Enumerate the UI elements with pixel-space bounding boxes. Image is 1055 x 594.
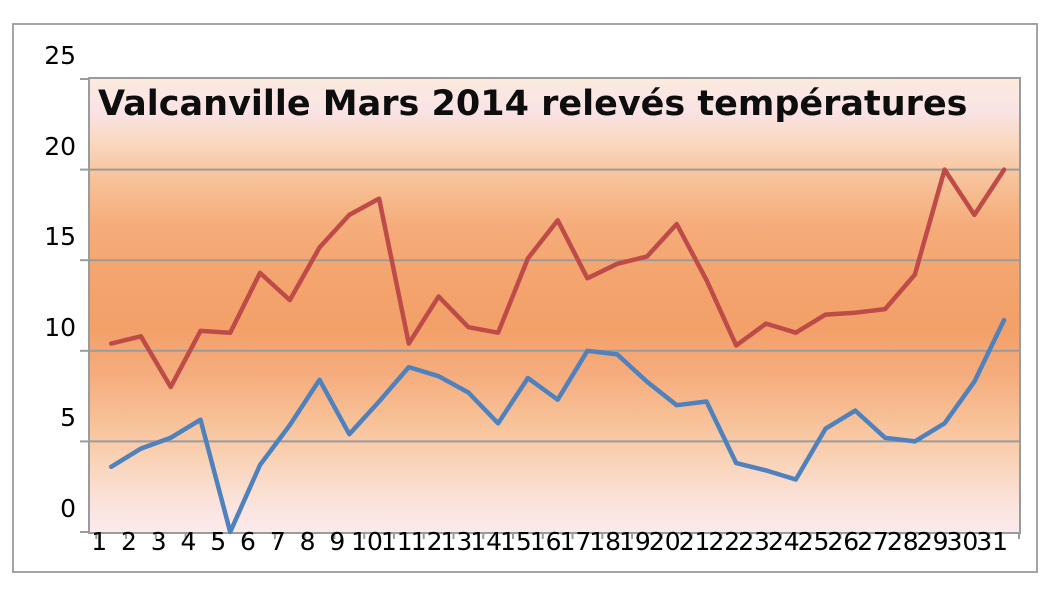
x-axis-label-5: 5 [210, 527, 227, 556]
x-axis-label-28: 28 [886, 527, 919, 556]
plot-svg [80, 78, 1020, 539]
x-axis-label-14: 14 [470, 527, 503, 556]
chart-frame: Valcanville Mars 2014 relevés températur… [12, 23, 1038, 573]
chart-title: Valcanville Mars 2014 relevés températur… [98, 84, 968, 124]
x-axis-label-29: 29 [916, 527, 949, 556]
x-axis-label-17: 17 [559, 527, 592, 556]
x-axis-label-11: 11 [380, 527, 413, 556]
y-axis-label-20: 20 [44, 131, 76, 161]
x-axis-label-21: 21 [678, 527, 711, 556]
x-axis-label-8: 8 [299, 527, 316, 556]
x-axis-label-15: 15 [499, 527, 532, 556]
x-axis-label-19: 19 [619, 527, 651, 556]
x-axis-label-23: 23 [738, 527, 770, 556]
x-axis-label-18: 18 [589, 527, 622, 556]
y-axis-label-0: 0 [60, 494, 76, 523]
x-axis-label-25: 25 [797, 527, 830, 556]
x-axis-label-30: 30 [946, 527, 979, 556]
x-axis-label-4: 4 [180, 527, 197, 556]
y-axis-label-25: 25 [44, 41, 76, 70]
x-axis-label-7: 7 [269, 527, 286, 556]
x-axis-label-6: 6 [240, 527, 256, 556]
x-axis-label-22: 22 [708, 527, 741, 556]
x-axis-label-26: 26 [827, 527, 860, 556]
x-axis-label-9: 9 [329, 527, 346, 556]
x-axis-label-2: 2 [120, 527, 137, 556]
y-axis-label-10: 10 [44, 312, 76, 342]
x-axis-label-3: 3 [150, 527, 167, 556]
y-axis-label-5: 5 [60, 403, 76, 433]
plot-area: Valcanville Mars 2014 relevés températur… [80, 77, 1021, 539]
x-axis-label-20: 20 [648, 527, 681, 556]
bleue-series-line [108, 317, 1007, 535]
x-axis-label-12: 12 [410, 527, 443, 556]
y-axis-label-15: 15 [44, 222, 76, 252]
x-axis-label-16: 16 [529, 527, 562, 556]
rouge-series-line [108, 167, 1007, 390]
x-axis-label-24: 24 [767, 527, 800, 556]
x-axis-label-10: 10 [351, 527, 383, 556]
x-axis-label-27: 27 [857, 527, 889, 556]
x-axis-label-31: 31 [976, 527, 1009, 556]
x-axis-label-13: 13 [440, 527, 473, 556]
x-axis-label-1: 1 [91, 527, 108, 556]
